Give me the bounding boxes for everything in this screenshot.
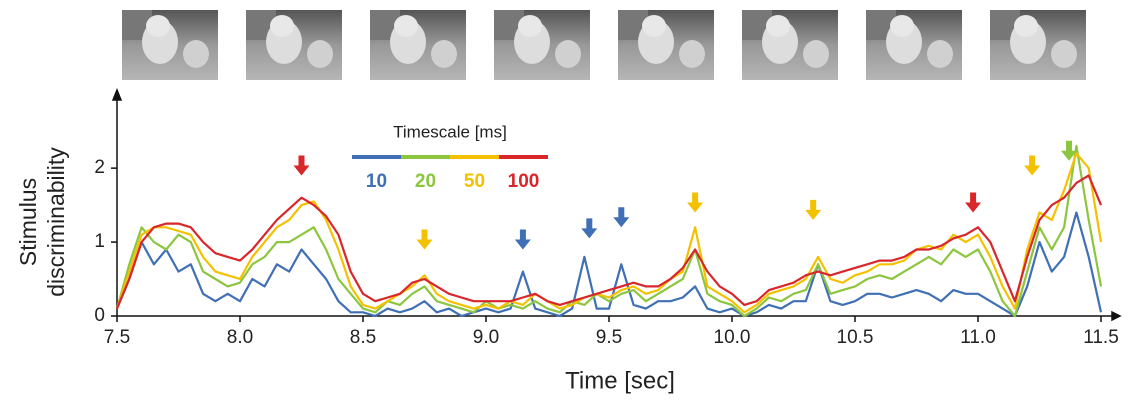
x-tick-label: 11.0 (960, 327, 996, 348)
thumbnails (122, 10, 1086, 80)
annotation-arrow (1061, 140, 1078, 161)
thumbnail (990, 10, 1086, 80)
thumbnail (494, 10, 590, 80)
annotation-arrow (514, 229, 531, 250)
x-axis-label: Time [sec] (565, 367, 675, 394)
y-tick-label: 0 (94, 305, 105, 326)
thumbnail (370, 10, 466, 80)
x-tick-label: 9.0 (473, 327, 499, 348)
legend-label: 20 (415, 171, 436, 192)
axes (111, 87, 1122, 322)
thumbnail (618, 10, 714, 80)
legend-label: 50 (464, 171, 485, 192)
annotation-arrow (1024, 155, 1041, 176)
legend-label: 10 (366, 171, 387, 192)
thumbnail (122, 10, 218, 80)
y-axis-label: Stimulus (15, 178, 41, 266)
annotation-arrow (293, 155, 310, 176)
series-line (115, 211, 1103, 318)
thumbnail (742, 10, 838, 80)
annotation-arrow (416, 229, 433, 250)
legend-title: Timescale [ms] (393, 122, 507, 141)
x-tick-label: 7.5 (104, 327, 130, 348)
y-axis-label: discriminability (43, 147, 69, 297)
annotation-arrow (613, 207, 630, 228)
annotation-arrow (805, 199, 822, 220)
axis-arrow (1111, 310, 1122, 322)
x-tick-label: 10.0 (714, 327, 751, 348)
x-tick-label: 11.5 (1083, 327, 1119, 348)
annotation-arrow (687, 192, 704, 213)
series-line (115, 152, 1103, 314)
annotation-arrow (581, 218, 598, 239)
x-tick-label: 8.5 (350, 327, 376, 348)
thumbnail (866, 10, 962, 80)
annotation-arrow (965, 192, 982, 213)
thumbnail (246, 10, 342, 80)
series-line (115, 144, 1103, 318)
axis-arrow (111, 87, 123, 101)
x-tick-label: 8.0 (227, 327, 253, 348)
y-tick-label: 1 (94, 231, 105, 252)
series-line (115, 174, 1103, 310)
legend-label: 100 (508, 171, 540, 192)
x-tick-label: 9.5 (596, 327, 622, 348)
y-tick-label: 2 (94, 157, 105, 178)
x-tick-label: 10.5 (837, 327, 874, 348)
